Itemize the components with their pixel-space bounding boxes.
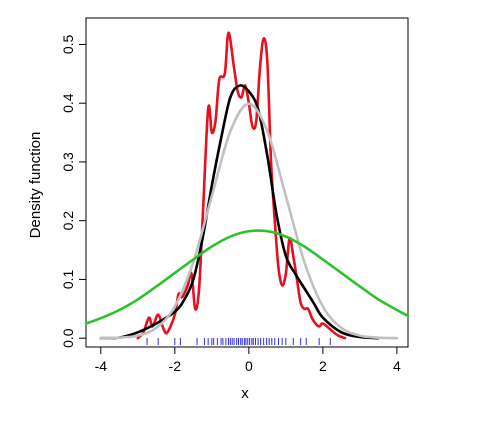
y-tick-label: 0.2 — [60, 211, 76, 231]
x-tick-label: -4 — [95, 358, 108, 374]
y-tick-label: 0.1 — [60, 269, 76, 289]
y-tick-label: 0.5 — [60, 34, 76, 54]
y-tick-label: 0.3 — [60, 152, 76, 172]
y-tick-label: 0.4 — [60, 93, 76, 113]
x-tick-label: 4 — [393, 358, 401, 374]
x-tick-label: -2 — [169, 358, 182, 374]
x-tick-label: 0 — [245, 358, 253, 374]
y-tick-label: 0.0 — [60, 328, 76, 348]
series-layer — [84, 31, 410, 340]
x-axis-label: x — [241, 385, 249, 402]
x-tick-label: 2 — [319, 358, 327, 374]
kernel-density-red-line — [136, 31, 347, 340]
normal-density-grey-line — [99, 102, 399, 340]
y-axis-label: Density function — [27, 132, 44, 239]
plot-frame — [85, 17, 409, 348]
normal-density-green-line — [84, 229, 410, 325]
kernel-density-black-line — [99, 84, 380, 340]
rug-layer — [146, 338, 331, 345]
y-axis: 0.0 0.1 0.2 0.3 0.4 0.5 — [60, 34, 86, 348]
x-axis: -4 -2 0 2 4 — [95, 347, 401, 374]
